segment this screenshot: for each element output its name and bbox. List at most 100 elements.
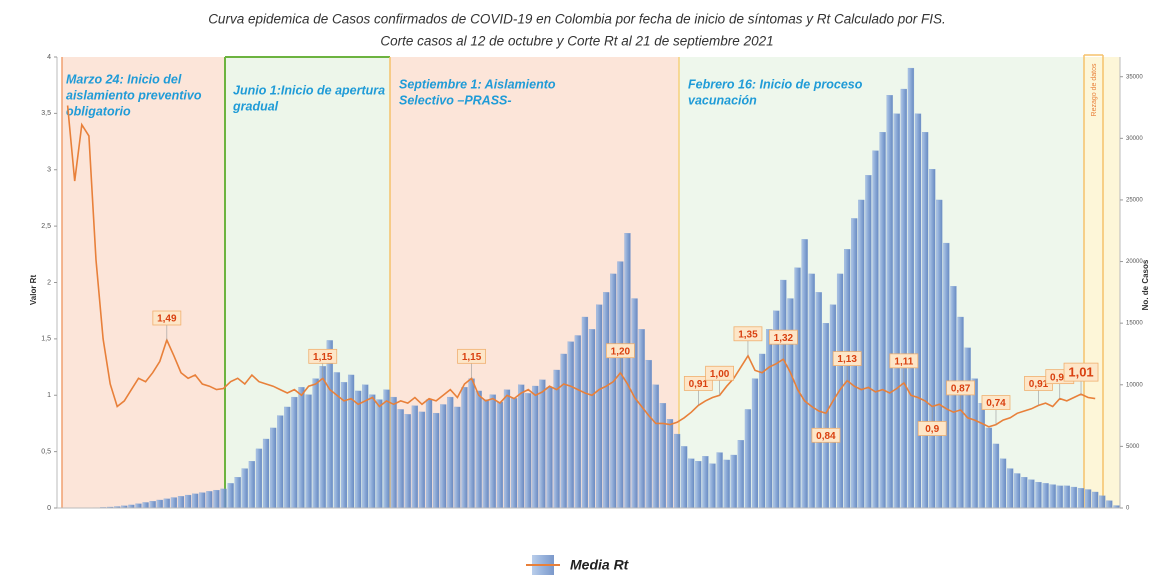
bar [737,440,744,509]
value-label: 0,97 [1050,372,1070,383]
bar [631,298,638,509]
bar [688,458,695,509]
rezago-label: Rezago de datos [1091,63,1098,116]
bar [638,329,645,509]
value-label-box [768,329,798,345]
period-annotation: obligatorio [66,104,131,118]
bar [950,286,957,509]
bar [156,499,163,509]
bar [135,503,142,509]
bar [390,396,397,509]
bar [184,494,192,509]
value-label: 0,9 [925,424,939,435]
bar [921,132,929,509]
bar [383,389,390,509]
value-label: 1,49 [157,314,177,325]
bar [397,409,404,509]
period-annotation: aislamiento preventivo [66,88,202,102]
y2-tick-label: 0 [1126,506,1130,512]
bar [914,113,922,509]
bar [624,233,631,509]
bar [192,493,199,509]
value-label: 1,35 [738,329,758,340]
bar [177,496,185,509]
value-label: 0,74 [986,398,1006,409]
value-label: 0,91 [1029,379,1049,390]
bar [525,393,532,509]
bar [489,394,496,509]
y-tick-label: 0 [47,505,51,512]
bar [1070,486,1078,509]
bar [964,347,971,509]
bar [652,384,659,509]
bar [929,168,936,509]
bar [376,399,383,509]
value-label-box [832,351,862,366]
y-tick-label: 2,5 [41,223,51,230]
chart-title: Corte casos al 12 de octubre y Corte Rt … [380,34,773,49]
bar [539,379,546,509]
value-label-box [1063,362,1099,382]
y-tick-label: 0,5 [41,448,51,455]
bar [234,477,241,509]
bar [433,412,440,509]
bar [645,359,652,509]
period-annotation: Marzo 24: Inicio del [66,72,182,86]
bar [262,438,270,509]
rt-line [66,105,1096,428]
bar [510,398,518,509]
bar [241,468,248,509]
bar [355,390,362,509]
bar [532,385,539,509]
bar [1077,488,1085,509]
y-tick-label: 4 [47,54,51,61]
bar [440,404,447,509]
bar [142,502,149,509]
bar [659,403,667,509]
bar [149,501,156,509]
bar [284,406,291,509]
bar [553,369,560,509]
bar [1007,468,1014,509]
bar [617,261,624,509]
bar [418,411,426,509]
y2-tick-label: 20000 [1126,259,1143,265]
bar [1042,483,1049,509]
legend-label: Media Rt [570,557,630,573]
bar [1014,473,1021,509]
bar [326,340,333,509]
bar [978,403,985,509]
bar [992,443,1000,509]
bar [879,132,886,509]
bar [588,329,596,509]
bar [744,409,752,509]
bar [411,405,419,509]
bar [248,461,256,509]
bar [305,394,312,509]
bar [503,389,511,509]
bar [999,458,1007,509]
bar [163,498,170,509]
bar [886,95,893,509]
bar [312,378,319,509]
value-label-box [705,365,735,381]
bar [808,273,815,509]
bar [702,456,709,509]
y2-axis-label: No. de Casos [1141,259,1150,310]
lines [66,105,1096,428]
bar [567,341,574,509]
value-label: 1,20 [611,346,631,357]
bar [468,378,475,509]
bar [447,396,454,509]
bar [404,414,411,509]
bar [454,406,461,509]
bar [900,88,907,509]
bar [475,390,482,509]
y-tick-label: 3 [47,167,51,174]
band [1084,57,1120,508]
value-label: 1,15 [313,352,333,363]
bar [546,387,553,509]
y2-tick-label: 30000 [1126,136,1143,142]
bar [270,427,277,509]
